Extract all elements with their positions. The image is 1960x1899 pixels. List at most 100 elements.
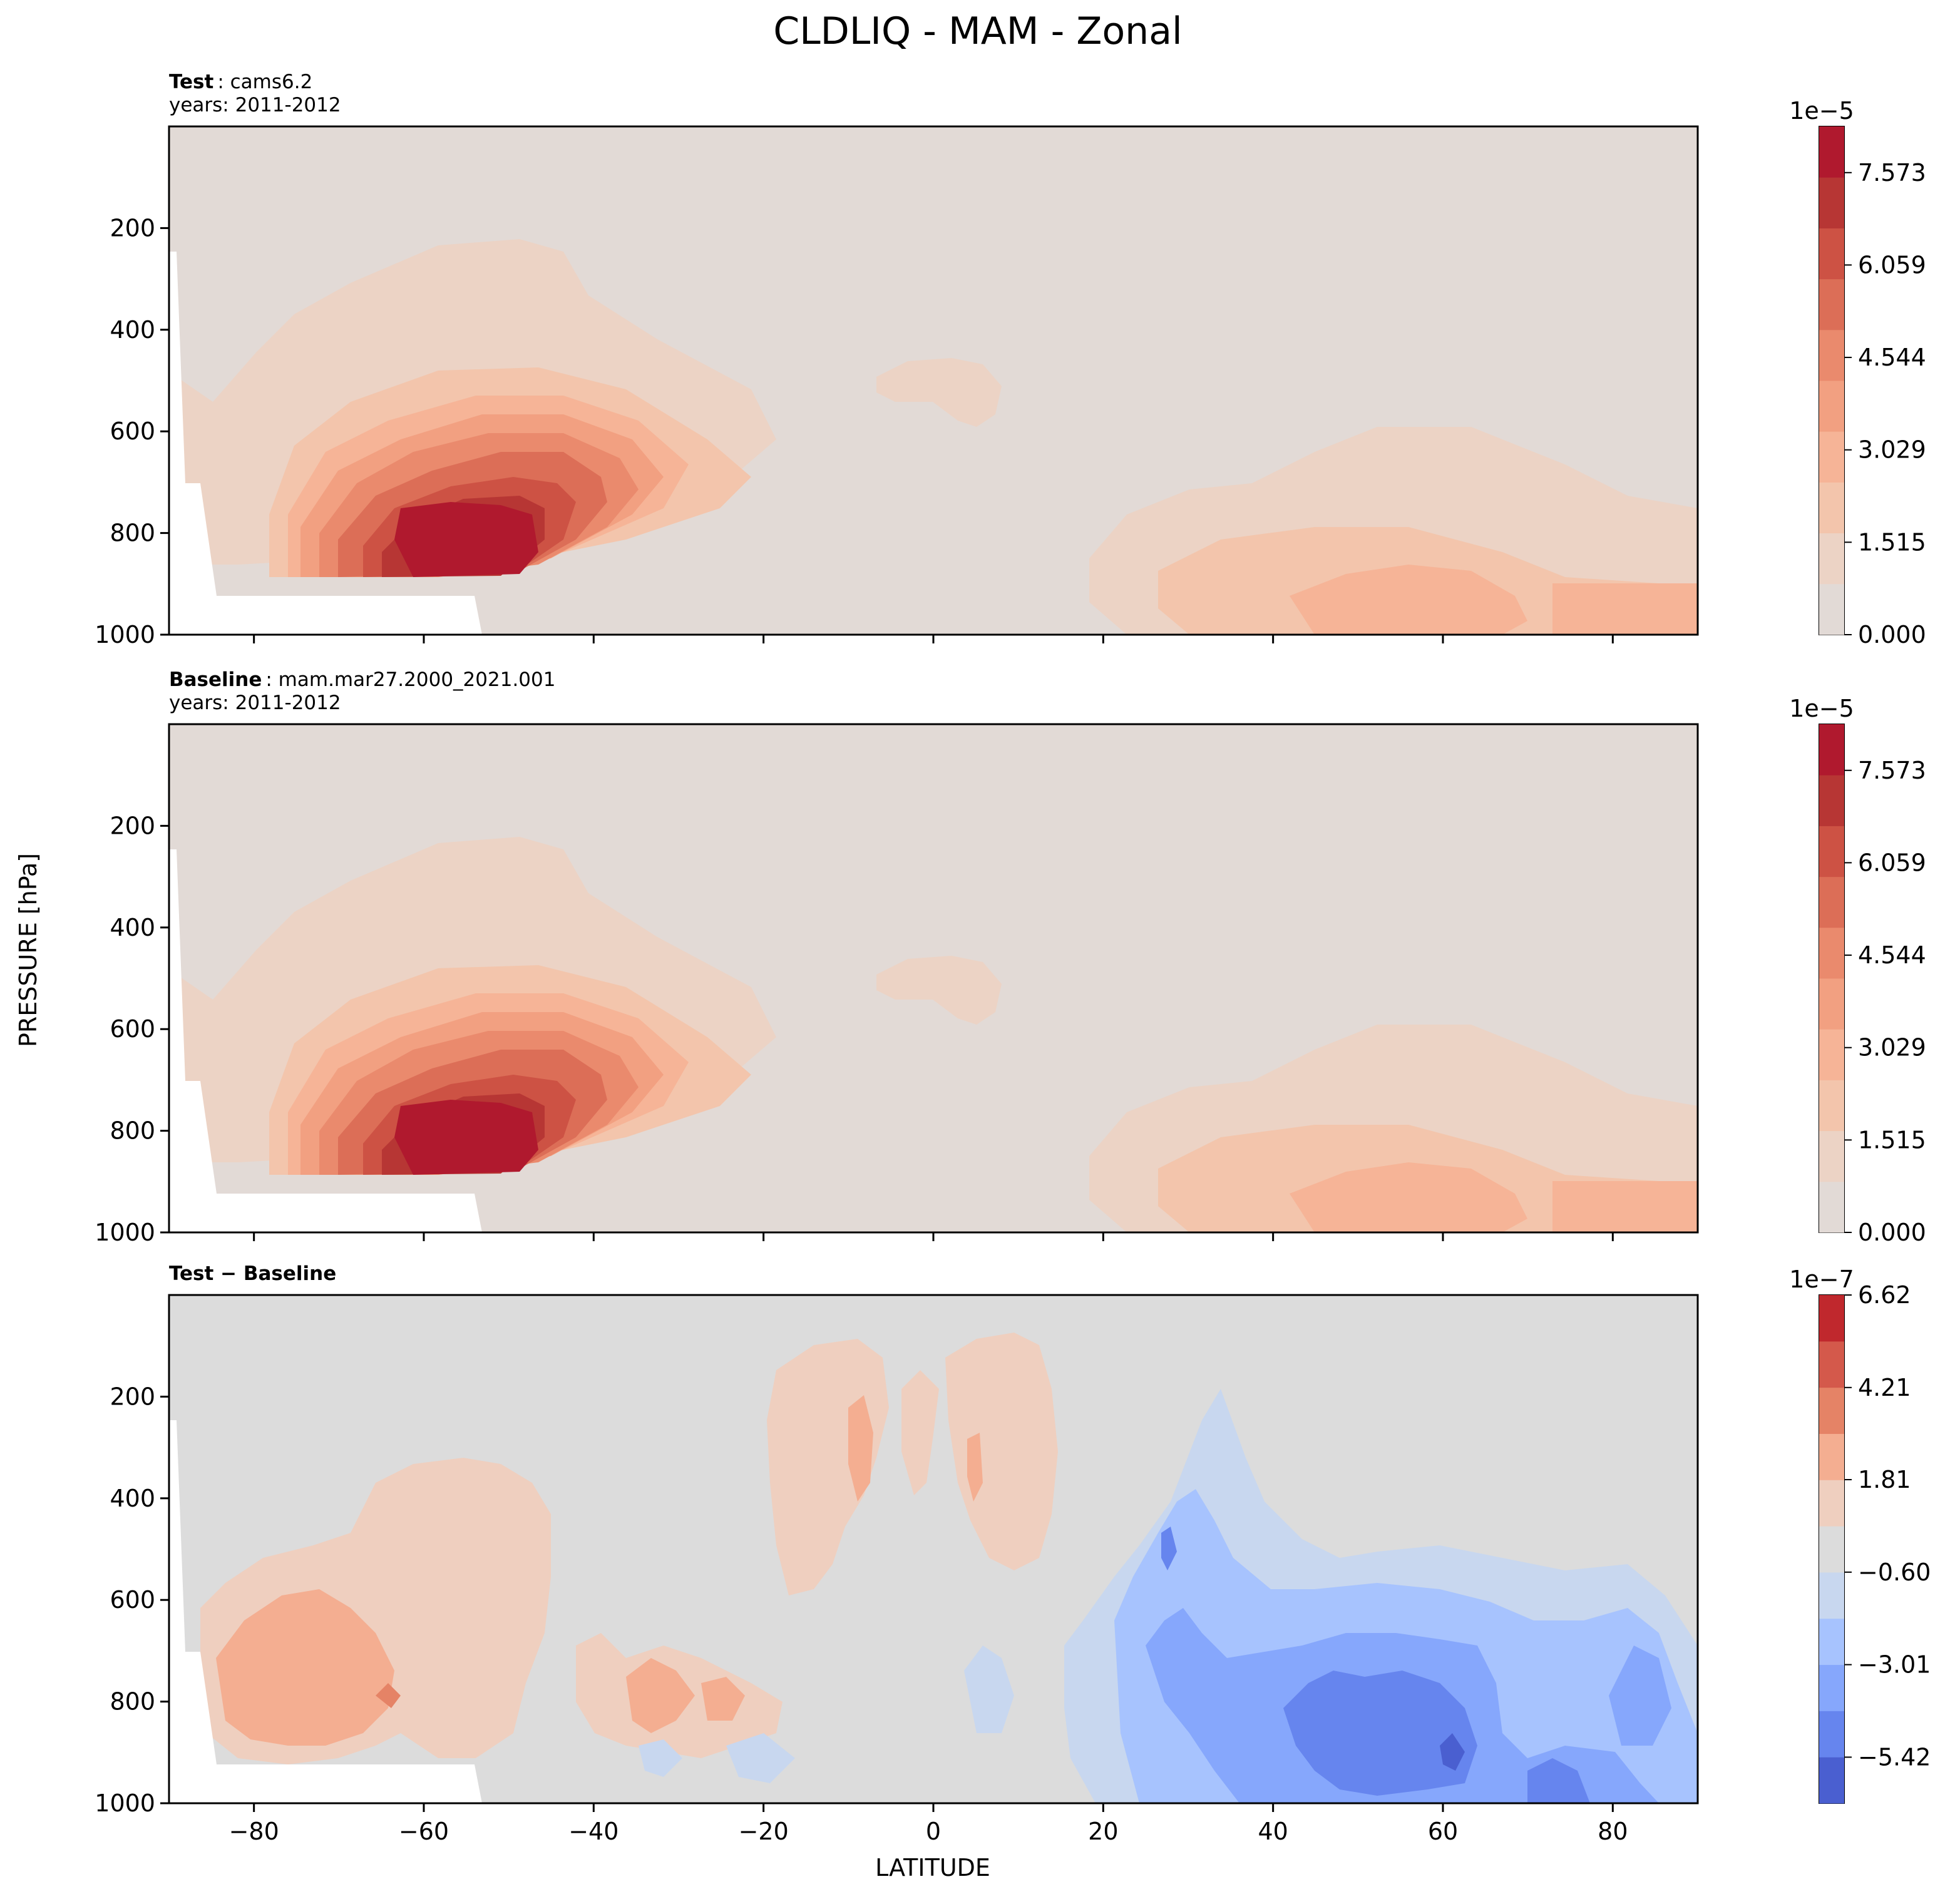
panel-difference: Test − Baseline [95, 1262, 1931, 1845]
colorbar-tick-label: 0.000 [1858, 1219, 1926, 1246]
x-tick-label: 60 [1428, 1818, 1458, 1845]
diff-positive-level-2 [848, 1395, 873, 1502]
diff-negative-level-1 [639, 1739, 682, 1777]
missing-data-region [169, 252, 482, 635]
y-tick-label: 1000 [95, 621, 155, 648]
colorbar-segment [1819, 927, 1844, 979]
panel-test-colorbar: 0.000 1.515 3.029 4.544 6.059 7.573 [1819, 126, 1926, 648]
x-tick-label: 40 [1258, 1818, 1288, 1845]
panel-test-label: Test: cams6.2 [169, 71, 312, 93]
level-marks [158, 725, 168, 1190]
panel-difference-colorbar: −5.42 −3.01 −0.60 1.81 4.21 6.62 [1819, 1281, 1931, 1804]
y-tick-label: 600 [110, 1015, 155, 1043]
level-marks [158, 1296, 168, 1761]
diff-negative-level-4 [1161, 1527, 1177, 1570]
colorbar-segment [1819, 1572, 1844, 1619]
panel-baseline-axes: 200 400 600 800 1000 [95, 812, 1614, 1246]
colorbar-segment [1819, 1387, 1844, 1434]
colorbar-segment [1819, 1130, 1844, 1182]
panel-difference-contours [169, 1333, 1698, 1803]
colorbar-tick-label: −0.60 [1858, 1559, 1931, 1586]
colorbar-segment [1819, 1433, 1844, 1480]
colorbar-tick-label: 6.059 [1858, 251, 1926, 279]
missing-data-region [169, 849, 482, 1232]
colorbar-tick-label: 1.515 [1858, 1126, 1926, 1154]
panel-baseline-label-text: : mam.mar27.2000_2021.001 [265, 668, 555, 691]
panel-baseline-plot-area [158, 724, 1698, 1232]
panel-difference-level-marks [158, 1296, 168, 1761]
y-tick-label: 600 [110, 417, 155, 445]
y-tick-label: 1000 [95, 1789, 155, 1817]
colorbar-tick-label: 6.059 [1858, 849, 1926, 876]
contour-level-3 [1290, 565, 1527, 635]
y-tick-label: 1000 [95, 1219, 155, 1246]
colorbar-tick-label: 1.81 [1858, 1466, 1911, 1493]
colorbar-segment [1819, 329, 1844, 381]
y-tick-label: 600 [110, 1586, 155, 1614]
panel-test-level-marks [158, 128, 168, 593]
x-tick-label: 0 [926, 1818, 941, 1845]
panel-test-colorbar-exponent: 1e−5 [1789, 97, 1854, 125]
contour-field [169, 837, 1698, 1232]
panel-test-label-bold: Test [169, 71, 214, 93]
diff-positive-level-2 [967, 1433, 983, 1502]
y-axis-label: PRESSURE [hPa] [14, 853, 42, 1047]
panel-baseline-colorbar-exponent: 1e−5 [1789, 695, 1854, 722]
colorbar-tick-label: 7.573 [1858, 757, 1926, 784]
diff-negative-level-4 [1527, 1758, 1590, 1803]
colorbar-segment [1819, 431, 1844, 483]
panel-test-axes: 200 400 600 800 1000 [95, 214, 1614, 648]
missing-data-region [169, 1420, 482, 1803]
diff-negative-level-4 [1283, 1671, 1477, 1796]
panel-test: Test: cams6.2 years: 2011-2012 [95, 71, 1926, 648]
panel-test-plot-area [158, 126, 1698, 635]
diff-positive-level-2 [626, 1658, 695, 1733]
panel-test-label-text: : cams6.2 [217, 71, 312, 93]
colorbar-segment [1819, 826, 1844, 878]
colorbar-tick-label: 4.544 [1858, 344, 1926, 371]
diff-positive-level-2 [216, 1589, 394, 1746]
y-tick-label: 400 [110, 914, 155, 941]
diff-negative-level-1 [726, 1733, 795, 1783]
colorbar-tick-label: 3.029 [1858, 436, 1926, 464]
colorbar-segment [1819, 1711, 1844, 1758]
colorbar-segment [1819, 1181, 1844, 1233]
diff-negative-level-3 [1609, 1646, 1671, 1746]
panel-test-years: years: 2011-2012 [169, 94, 341, 116]
panel-baseline-seq-contours [169, 837, 1698, 1232]
colorbar-tick-label: 0.000 [1858, 621, 1926, 648]
x-tick-label: −20 [739, 1818, 789, 1845]
panel-baseline-label-bold: Baseline [169, 668, 262, 691]
colorbar-segment [1819, 533, 1844, 585]
contour-level-3 [1552, 1181, 1698, 1232]
colorbar-segment [1819, 978, 1844, 1030]
colorbar-segment [1819, 482, 1844, 534]
colorbar-segment [1819, 724, 1844, 775]
y-tick-label: 200 [110, 1383, 155, 1410]
colorbar-segment [1819, 1341, 1844, 1388]
colorbar-segment [1819, 1618, 1844, 1666]
colorbar-segment [1819, 1295, 1844, 1342]
x-tick-label: −60 [399, 1818, 449, 1845]
colorbar-segment [1819, 775, 1844, 826]
y-tick-label: 800 [110, 1688, 155, 1716]
colorbar-segment [1819, 1029, 1844, 1080]
colorbar-tick-label: 4.544 [1858, 941, 1926, 969]
colorbar-segment [1819, 1480, 1844, 1527]
panel-difference-axes: −80 −60 −40 −20 0 20 40 60 80 200 400 600 800 1000 [95, 1383, 1628, 1845]
diff-positive-level-1 [945, 1333, 1058, 1570]
contour-level-3 [1552, 583, 1698, 635]
level-marks [158, 128, 168, 593]
colorbar-segment [1819, 1080, 1844, 1132]
x-tick-label: −80 [229, 1818, 279, 1845]
colorbar-segment [1819, 583, 1844, 635]
colorbar-tick-label: 6.62 [1858, 1281, 1911, 1309]
y-tick-label: 800 [110, 520, 155, 547]
colorbar-segment [1819, 177, 1844, 228]
panel-baseline-colorbar: 0.000 1.515 3.029 4.544 6.059 7.573 [1819, 724, 1926, 1246]
contour-level-1 [876, 956, 1002, 1025]
panel-baseline-level-marks [158, 725, 168, 1190]
x-tick-label: −40 [568, 1818, 618, 1845]
y-tick-label: 400 [110, 1485, 155, 1512]
diff-positive-level-1 [901, 1370, 939, 1495]
